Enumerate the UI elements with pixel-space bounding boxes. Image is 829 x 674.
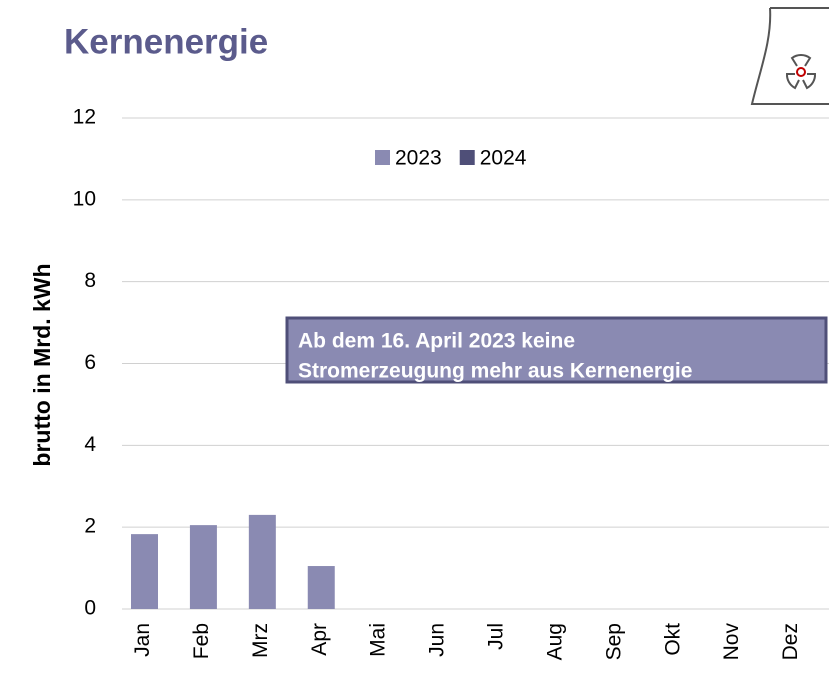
y-axis-label: brutto in Mrd. kWh [29,263,55,466]
x-tick-label: Nov [720,623,743,661]
x-tick-label: Mrz [249,623,272,658]
x-tick-label: Feb [190,623,213,659]
x-tick-label: Dez [779,623,802,660]
legend-label: 2024 [480,147,527,170]
x-tick-label: Jan [131,623,154,657]
x-tick-label: Jul [485,623,508,650]
annotation-text: Ab dem 16. April 2023 keine [298,330,575,353]
reactor-icon [750,7,829,105]
y-tick-label: 6 [84,351,96,374]
bar [248,514,276,609]
x-tick-label: Apr [308,623,331,656]
bar [189,525,217,609]
x-tick-label: Aug [543,623,566,660]
x-tick-label: Jun [426,623,449,657]
bar [131,534,158,609]
legend-swatch [459,150,475,165]
annotation-box [285,316,828,384]
y-tick-label: 4 [84,433,96,456]
chart-title: Kernenergie [64,22,268,61]
legend-label: 2023 [395,147,442,170]
y-tick-label: 0 [84,597,96,620]
bar [307,566,335,609]
y-tick-label: 12 [73,106,96,129]
annotation-text: Stromerzeugung mehr aus Kernenergie [298,360,692,383]
x-tick-label: Sep [602,623,625,660]
y-tick-label: 8 [84,269,96,292]
legend-swatch [375,150,390,165]
y-tick-label: 10 [73,187,96,210]
x-tick-label: Okt [661,623,684,656]
y-tick-label: 2 [84,515,96,538]
x-tick-label: Mai [367,623,390,657]
